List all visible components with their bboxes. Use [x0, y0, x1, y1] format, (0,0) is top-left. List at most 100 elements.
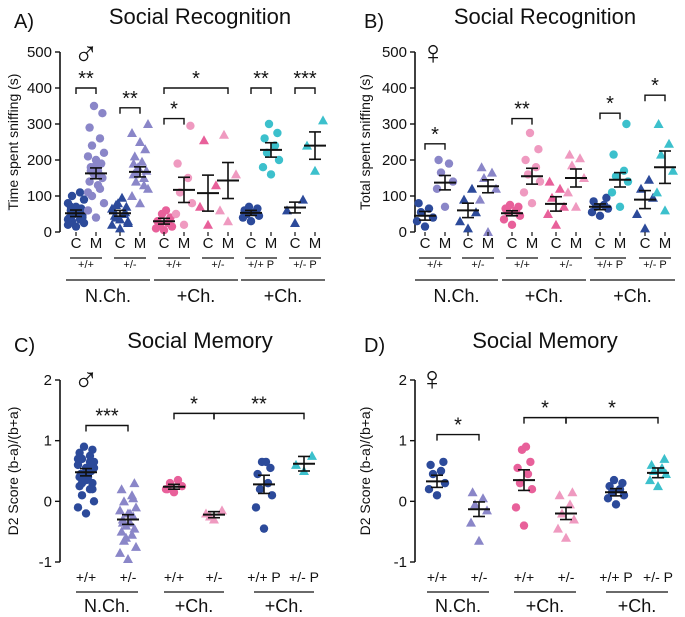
x-genotype-label: +/+ P: [599, 569, 632, 585]
data-point: [428, 469, 438, 479]
data-point: [135, 198, 145, 208]
significance-label: ***: [95, 406, 119, 428]
data-point: [645, 475, 655, 485]
data-point: [491, 183, 501, 193]
data-point: [129, 151, 140, 161]
significance-bracket: [163, 117, 185, 125]
significance-bracket: [511, 117, 533, 125]
data-point: [653, 481, 663, 491]
x-genotype-label: +/- P: [293, 259, 317, 271]
data-point: [426, 460, 435, 470]
data-point: [470, 499, 480, 509]
data-point: [471, 207, 481, 217]
data-point: [73, 503, 83, 512]
data-point: [668, 165, 678, 175]
panel-label: C): [14, 335, 35, 357]
data-point: [121, 532, 131, 542]
data-point: [143, 119, 153, 128]
x-category-label: C: [159, 235, 170, 252]
data-point: [266, 463, 275, 473]
data-point: [599, 200, 609, 210]
data-point: [569, 514, 579, 524]
data-point: [89, 101, 99, 111]
data-point: [95, 134, 105, 143]
data-point: [75, 188, 85, 197]
data-point: [523, 170, 533, 179]
data-point: [521, 442, 531, 451]
data-point: [414, 199, 423, 208]
significance-label: *: [170, 99, 178, 121]
x-category-label: C: [203, 235, 214, 252]
data-point: [137, 156, 147, 166]
data-point: [476, 162, 487, 172]
data-point: [123, 218, 133, 227]
data-point: [632, 209, 642, 218]
x-category-label: C: [290, 235, 301, 252]
x-category-label: C: [463, 235, 474, 252]
data-point: [483, 227, 493, 236]
data-point: [127, 529, 137, 539]
data-point: [611, 500, 621, 509]
data-point: [231, 169, 241, 179]
data-point: [420, 222, 430, 231]
data-point: [258, 163, 268, 172]
significance-label: *: [541, 398, 549, 420]
data-point: [116, 526, 127, 536]
data-point: [111, 200, 121, 209]
data-point: [551, 219, 561, 229]
data-point: [318, 115, 328, 125]
significance-label: *: [651, 75, 659, 97]
x-genotype-label: +/-: [120, 569, 137, 585]
x-category-label: M: [570, 235, 583, 252]
y-tick-label: 300: [27, 116, 52, 133]
significance-label: **: [78, 68, 94, 90]
data-point: [567, 160, 577, 170]
x-category-label: C: [551, 235, 562, 252]
data-point: [525, 128, 535, 138]
data-point: [463, 223, 473, 233]
data-point: [115, 505, 125, 515]
y-tick-label: 0: [44, 493, 52, 510]
x-category-label: C: [640, 235, 651, 252]
data-point: [543, 209, 553, 218]
data-point: [79, 195, 89, 204]
x-category-label: M: [659, 235, 672, 252]
y-tick-label: -1: [394, 554, 407, 571]
data-point: [260, 134, 269, 143]
data-point: [115, 214, 125, 224]
data-point: [554, 490, 565, 500]
y-tick-label: 0: [44, 224, 52, 241]
significance-bracket: [163, 87, 229, 94]
data-point: [99, 199, 109, 208]
data-point: [119, 496, 129, 506]
x-genotype-label: +/+ P: [248, 259, 274, 271]
data-point: [602, 193, 611, 202]
data-point: [116, 484, 127, 494]
data-point: [259, 524, 269, 533]
y-axis-label: Time spent sniffing (s): [5, 74, 21, 211]
y-tick-label: -1: [39, 554, 52, 571]
x-genotype-label: +/-: [559, 259, 572, 271]
significance-label: **: [122, 88, 138, 110]
data-point: [67, 191, 77, 201]
x-genotype-label: +/+: [78, 259, 94, 271]
y-tick-label: 100: [382, 188, 407, 205]
data-point: [211, 180, 221, 190]
data-point: [531, 163, 541, 172]
data-point: [99, 148, 109, 157]
data-point: [264, 119, 274, 129]
data-point: [564, 149, 575, 159]
significance-bracket: [436, 433, 480, 441]
data-point: [523, 469, 533, 479]
data-point: [412, 217, 422, 226]
x-group-label: N.Ch.: [433, 286, 479, 306]
data-point: [87, 141, 97, 150]
significance-bracket: [75, 87, 97, 94]
data-point: [127, 191, 137, 200]
x-group-label: N.Ch.: [435, 596, 481, 616]
significance-label: *: [431, 124, 439, 146]
y-tick-label: 200: [27, 152, 52, 169]
x-group-label: +Ch.: [265, 596, 304, 616]
data-point: [623, 177, 633, 186]
data-point: [121, 201, 132, 211]
